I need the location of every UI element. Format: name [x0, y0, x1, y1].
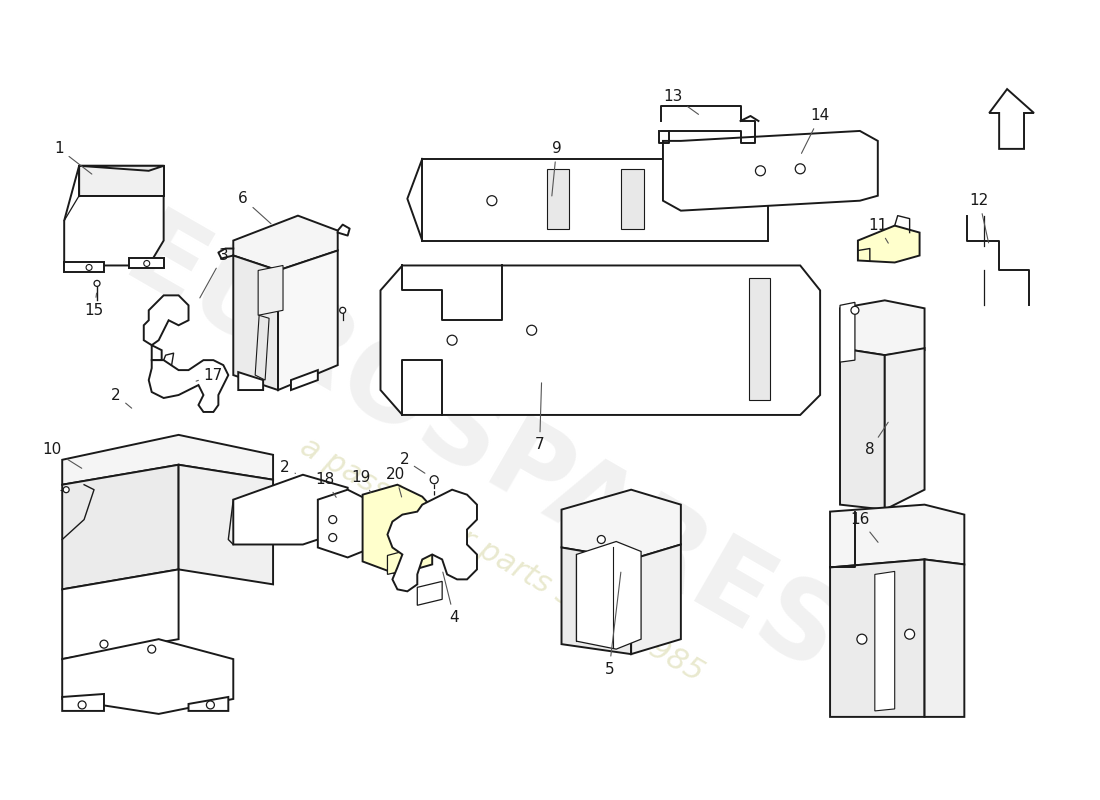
- Polygon shape: [233, 216, 338, 270]
- Polygon shape: [292, 370, 318, 390]
- Circle shape: [207, 701, 215, 709]
- Polygon shape: [387, 490, 477, 591]
- Text: 2: 2: [111, 387, 132, 408]
- Polygon shape: [63, 639, 233, 714]
- Polygon shape: [547, 169, 570, 229]
- Circle shape: [340, 307, 345, 314]
- Polygon shape: [233, 474, 348, 545]
- Text: 7: 7: [535, 383, 544, 452]
- Polygon shape: [621, 169, 645, 229]
- Polygon shape: [417, 582, 442, 606]
- Polygon shape: [989, 89, 1034, 149]
- Polygon shape: [840, 300, 925, 355]
- Text: 2: 2: [399, 452, 425, 474]
- Circle shape: [487, 196, 497, 206]
- Circle shape: [851, 306, 859, 314]
- Circle shape: [147, 645, 156, 653]
- Polygon shape: [64, 262, 104, 273]
- Text: 3: 3: [200, 248, 228, 298]
- Polygon shape: [422, 159, 769, 241]
- Text: a passion for parts since 1985: a passion for parts since 1985: [295, 432, 708, 687]
- Polygon shape: [363, 485, 432, 574]
- Polygon shape: [748, 278, 770, 400]
- Polygon shape: [663, 131, 878, 210]
- Polygon shape: [129, 258, 164, 269]
- Polygon shape: [63, 465, 178, 590]
- Polygon shape: [561, 490, 681, 559]
- Polygon shape: [278, 250, 338, 390]
- Polygon shape: [255, 315, 270, 380]
- Polygon shape: [79, 166, 164, 196]
- Polygon shape: [387, 547, 417, 574]
- Polygon shape: [239, 372, 263, 390]
- Text: 15: 15: [85, 293, 103, 318]
- Text: 20: 20: [386, 467, 405, 497]
- Polygon shape: [561, 547, 631, 654]
- Polygon shape: [152, 345, 162, 360]
- Text: 5: 5: [604, 572, 620, 677]
- Text: 16: 16: [850, 512, 878, 542]
- Circle shape: [527, 326, 537, 335]
- Polygon shape: [381, 266, 821, 415]
- Polygon shape: [840, 302, 855, 362]
- Text: 4: 4: [443, 572, 459, 625]
- Text: 11: 11: [868, 218, 889, 243]
- Polygon shape: [148, 360, 229, 412]
- Text: 12: 12: [969, 193, 989, 243]
- Polygon shape: [925, 559, 965, 717]
- Circle shape: [756, 166, 766, 176]
- Polygon shape: [63, 694, 104, 711]
- Circle shape: [447, 335, 458, 345]
- Polygon shape: [63, 435, 273, 485]
- Polygon shape: [79, 166, 164, 170]
- Text: 13: 13: [663, 89, 698, 114]
- Polygon shape: [64, 166, 164, 266]
- Polygon shape: [884, 348, 925, 510]
- Circle shape: [86, 265, 92, 270]
- Circle shape: [78, 701, 86, 709]
- Polygon shape: [874, 571, 894, 711]
- Text: 2: 2: [280, 460, 296, 475]
- Polygon shape: [858, 226, 920, 262]
- Polygon shape: [830, 559, 925, 717]
- Polygon shape: [188, 697, 229, 711]
- Polygon shape: [576, 542, 641, 649]
- Circle shape: [904, 630, 914, 639]
- Text: 14: 14: [802, 109, 829, 154]
- Polygon shape: [63, 570, 178, 659]
- Polygon shape: [258, 266, 283, 315]
- Polygon shape: [830, 505, 965, 567]
- Circle shape: [329, 534, 337, 542]
- Circle shape: [144, 261, 150, 266]
- Text: 17: 17: [196, 367, 223, 382]
- Polygon shape: [233, 255, 278, 390]
- Text: EUROSPARES: EUROSPARES: [107, 202, 857, 697]
- Text: 6: 6: [239, 191, 271, 224]
- Text: 9: 9: [552, 142, 561, 196]
- Polygon shape: [178, 465, 273, 584]
- Circle shape: [597, 535, 605, 543]
- Polygon shape: [631, 545, 681, 654]
- Circle shape: [94, 281, 100, 286]
- Circle shape: [430, 476, 438, 484]
- Text: 8: 8: [865, 422, 888, 458]
- Text: 18: 18: [316, 472, 337, 498]
- Circle shape: [857, 634, 867, 644]
- Circle shape: [795, 164, 805, 174]
- Text: 10: 10: [43, 442, 81, 468]
- Circle shape: [100, 640, 108, 648]
- Polygon shape: [318, 490, 367, 558]
- Text: 19: 19: [351, 470, 371, 493]
- Polygon shape: [144, 295, 188, 345]
- Text: 1: 1: [54, 142, 91, 174]
- Polygon shape: [840, 348, 884, 510]
- Circle shape: [329, 515, 337, 523]
- Circle shape: [63, 486, 69, 493]
